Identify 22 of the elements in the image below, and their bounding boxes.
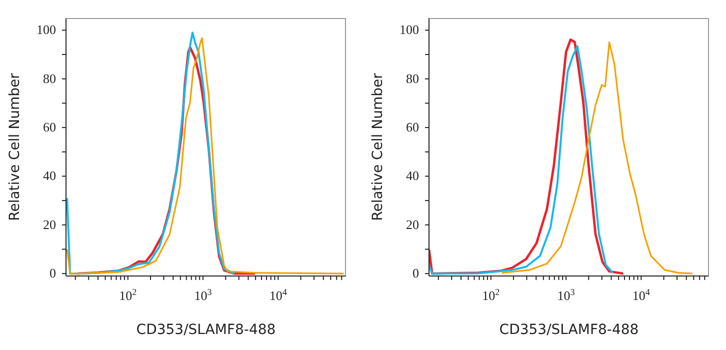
y-tick-label: 20 [406,216,419,232]
y-tick-label: 100 [36,22,56,38]
x-tick-label: 10$^{4}$ [269,287,288,303]
x-tick-label: 10$^{3}$ [557,287,576,303]
y-tick-label: 40 [43,168,56,184]
y-tick-label: 40 [406,168,419,184]
y-tick-label: 0 [50,266,56,281]
x-tick-label: 10$^{4}$ [632,287,650,303]
y-axis-title: Relative Cell Number [370,72,386,221]
x-tick-label: 10$^{2}$ [119,287,138,303]
x-tick-label: 10$^{2}$ [482,287,500,303]
y-axis-title: Relative Cell Number [6,72,23,221]
x-axis-title: CD353/SLAMF8-488 [136,322,276,338]
x-axis-title: CD353/SLAMF8-488 [499,322,639,338]
y-tick-label: 80 [406,70,419,86]
y-tick-label: 80 [43,70,56,86]
y-tick-label: 0 [412,266,419,281]
y-tick-label: 100 [400,22,419,38]
y-tick-label: 20 [43,216,56,232]
y-tick-label: 60 [43,120,56,135]
x-tick-label: 10$^{3}$ [194,287,212,303]
y-tick-label: 60 [406,120,419,135]
